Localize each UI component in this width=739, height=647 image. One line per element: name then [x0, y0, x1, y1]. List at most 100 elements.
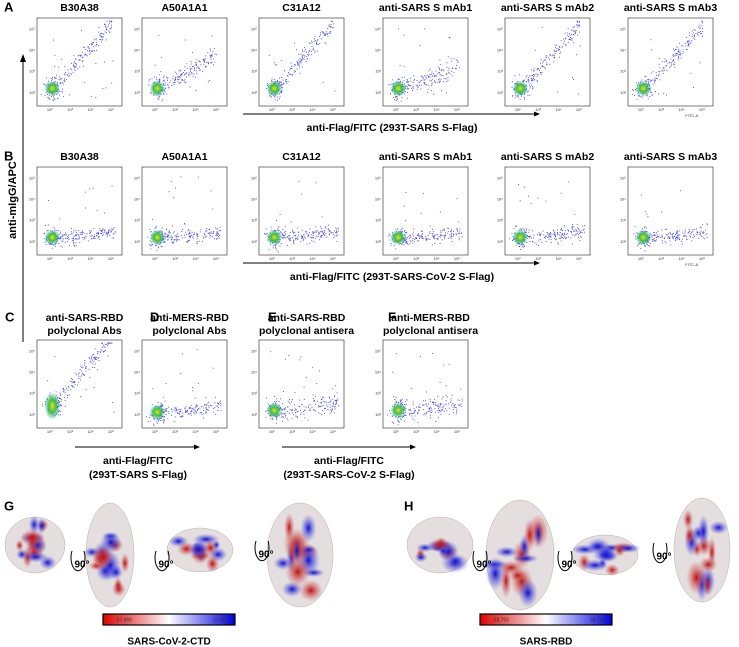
event-dot [427, 88, 429, 90]
event-dot [434, 398, 435, 400]
event-dot [207, 52, 209, 54]
event-dot [429, 232, 431, 234]
event-dot [641, 228, 643, 230]
event-dot [75, 62, 76, 64]
event-dot [312, 235, 314, 237]
event-dot [553, 229, 554, 231]
event-dot [66, 388, 68, 390]
event-dot [215, 238, 217, 240]
event-dot [406, 399, 408, 401]
x-tick-label: 10⁵ [108, 256, 114, 261]
event-dot [429, 400, 431, 402]
event-dot [277, 99, 279, 101]
event-dot [282, 416, 284, 417]
event-dot [430, 407, 432, 409]
surface-patch [686, 560, 707, 595]
event-dot [537, 68, 539, 70]
event-dot [63, 389, 64, 390]
y-tick-label: 10² [497, 90, 503, 95]
event-dot [175, 409, 177, 411]
event-dot [90, 231, 91, 233]
event-dot [330, 231, 332, 233]
event-dot [409, 84, 411, 86]
event-dot [580, 232, 582, 234]
event-dot [414, 79, 415, 80]
event-dot [282, 408, 284, 410]
event-dot [681, 243, 683, 245]
event-dot [323, 401, 325, 403]
event-dot [571, 230, 573, 232]
event-dot [84, 81, 85, 83]
event-dot [180, 234, 182, 236]
event-dot [151, 244, 152, 246]
event-dot [439, 242, 441, 244]
event-dot [692, 32, 694, 34]
event-dot [201, 405, 203, 407]
event-dot [173, 241, 174, 243]
event-dot [662, 60, 664, 62]
event-dot [419, 355, 421, 357]
event-dot [168, 412, 170, 414]
event-dot [298, 181, 300, 183]
event-dot [414, 419, 416, 421]
event-dot [41, 403, 43, 405]
event-dot [163, 396, 165, 398]
y-tick-label: 10³ [620, 218, 626, 223]
event-dot [564, 38, 566, 40]
event-dot [113, 237, 115, 239]
event-dot [188, 240, 190, 242]
event-dot [57, 97, 59, 99]
event-dot [445, 73, 447, 75]
event-dot [299, 409, 301, 411]
event-dot [699, 62, 701, 64]
event-dot [453, 72, 455, 74]
event-dot [416, 80, 418, 81]
event-dot [701, 33, 703, 34]
event-dot [164, 400, 166, 402]
event-dot [283, 237, 285, 239]
event-dot [323, 234, 325, 236]
event-dot [335, 227, 337, 229]
event-dot [320, 235, 322, 236]
event-dot [162, 80, 164, 82]
event-dot [427, 234, 429, 236]
event-dot [557, 233, 559, 235]
event-dot [431, 402, 433, 404]
event-dot [218, 230, 220, 232]
event-dot [213, 48, 215, 50]
event-dot [155, 245, 157, 247]
event-dot [95, 97, 97, 99]
event-dot [280, 416, 282, 418]
event-dot [67, 238, 69, 240]
x-tick-label: 10³ [289, 107, 295, 112]
event-dot [64, 405, 66, 407]
event-dot [280, 231, 282, 233]
event-dot [549, 236, 551, 238]
event-dot [509, 238, 510, 240]
event-dot [390, 243, 392, 244]
event-dot [96, 233, 98, 235]
event-dot [313, 410, 315, 412]
event-dot [330, 26, 331, 28]
event-dot [560, 240, 562, 242]
x-tick-label: 10³ [289, 429, 295, 434]
event-dot [58, 79, 60, 81]
event-dot [541, 65, 543, 67]
x-tick-label: 10⁴ [87, 256, 93, 261]
event-dot [672, 234, 674, 236]
event-dot [54, 66, 56, 67]
event-dot [327, 32, 329, 34]
event-dot [205, 235, 207, 237]
event-dot [81, 233, 83, 235]
event-dot [316, 41, 318, 43]
event-dot [87, 240, 89, 242]
event-dot [439, 211, 441, 213]
event-dot [296, 49, 297, 51]
event-dot [572, 26, 574, 28]
event-dot [332, 26, 334, 28]
event-dot [290, 221, 292, 223]
event-dot [418, 410, 420, 411]
event-dot [398, 420, 400, 422]
event-dot [164, 82, 166, 84]
event-dot [184, 407, 186, 409]
